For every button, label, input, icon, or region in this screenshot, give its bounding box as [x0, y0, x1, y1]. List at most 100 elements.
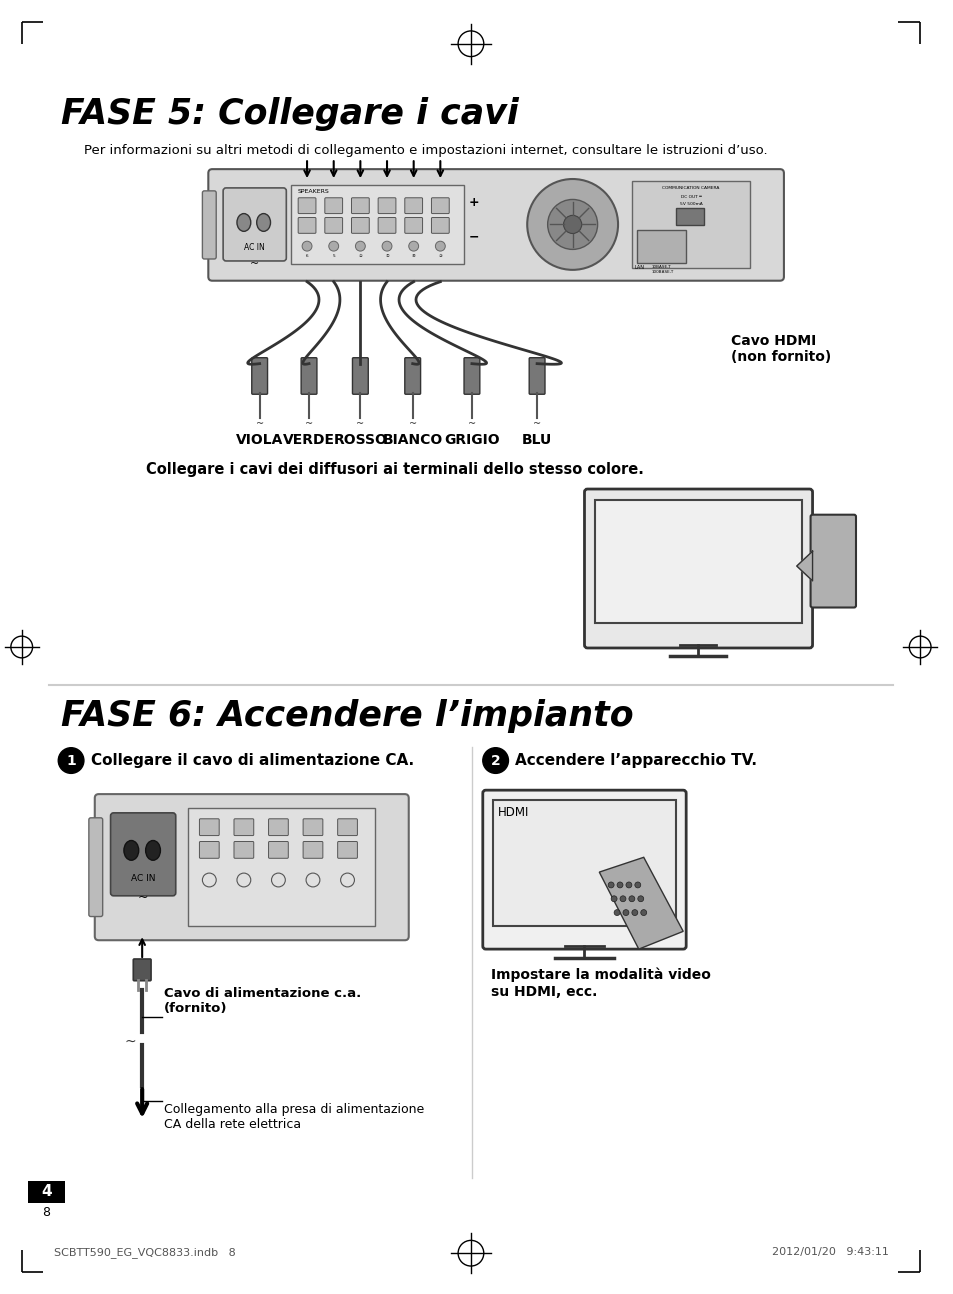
Text: −: −	[469, 230, 479, 243]
Text: SPEAKERS: SPEAKERS	[297, 189, 329, 194]
FancyBboxPatch shape	[268, 819, 288, 836]
Text: 2: 2	[490, 753, 500, 767]
Text: DC OUT ═: DC OUT ═	[680, 195, 700, 199]
FancyBboxPatch shape	[584, 489, 812, 648]
Text: FASE 5: Collegare i cavi: FASE 5: Collegare i cavi	[61, 97, 518, 131]
Text: ~: ~	[467, 419, 476, 428]
FancyBboxPatch shape	[199, 841, 219, 858]
Circle shape	[58, 748, 84, 774]
FancyBboxPatch shape	[303, 841, 322, 858]
Text: COMMUNICATION CAMERA: COMMUNICATION CAMERA	[661, 186, 720, 190]
Text: ~: ~	[125, 1035, 136, 1049]
Circle shape	[614, 910, 619, 916]
Text: 5V 500mA: 5V 500mA	[679, 202, 701, 206]
FancyBboxPatch shape	[377, 198, 395, 214]
Text: Collegamento alla presa di alimentazione
CA della rete elettrica: Collegamento alla presa di alimentazione…	[164, 1104, 424, 1131]
FancyBboxPatch shape	[252, 357, 267, 395]
FancyBboxPatch shape	[202, 190, 216, 259]
Text: ~: ~	[255, 419, 263, 428]
Text: Collegare i cavi dei diffusori ai terminali dello stesso colore.: Collegare i cavi dei diffusori ai termin…	[146, 462, 643, 477]
Circle shape	[547, 199, 597, 250]
FancyBboxPatch shape	[482, 791, 685, 949]
FancyBboxPatch shape	[337, 819, 357, 836]
FancyBboxPatch shape	[233, 819, 253, 836]
FancyBboxPatch shape	[377, 217, 395, 233]
Ellipse shape	[124, 841, 138, 861]
Polygon shape	[796, 551, 812, 581]
FancyBboxPatch shape	[111, 813, 175, 895]
Text: Impostare la modalità video
su HDMI, ecc.: Impostare la modalità video su HDMI, ecc…	[490, 968, 710, 999]
FancyBboxPatch shape	[351, 217, 369, 233]
Circle shape	[563, 215, 581, 233]
Text: 10BASE-T
100BASE-T: 10BASE-T 100BASE-T	[651, 265, 673, 273]
Text: 8: 8	[42, 1206, 51, 1219]
Circle shape	[302, 241, 312, 251]
FancyBboxPatch shape	[352, 357, 368, 395]
FancyBboxPatch shape	[404, 217, 422, 233]
FancyBboxPatch shape	[301, 357, 316, 395]
Bar	[595, 499, 801, 624]
Circle shape	[611, 895, 617, 902]
FancyBboxPatch shape	[404, 357, 420, 395]
FancyBboxPatch shape	[89, 818, 103, 916]
Circle shape	[382, 241, 392, 251]
Circle shape	[619, 895, 625, 902]
Text: Cavo HDMI
(non fornito): Cavo HDMI (non fornito)	[730, 334, 830, 364]
FancyBboxPatch shape	[268, 841, 288, 858]
Circle shape	[617, 883, 622, 888]
FancyBboxPatch shape	[810, 515, 855, 607]
Text: ~: ~	[138, 890, 149, 905]
FancyBboxPatch shape	[133, 959, 151, 981]
Text: Collegare il cavo di alimentazione CA.: Collegare il cavo di alimentazione CA.	[91, 753, 414, 769]
Text: VERDE: VERDE	[283, 432, 335, 446]
Text: ④: ④	[412, 254, 416, 258]
Text: +: +	[469, 197, 479, 210]
Text: ~: ~	[533, 419, 540, 428]
FancyBboxPatch shape	[529, 357, 544, 395]
Text: ~: ~	[408, 419, 416, 428]
FancyBboxPatch shape	[431, 198, 449, 214]
Text: AC IN: AC IN	[244, 243, 265, 252]
Text: Cavo di alimentazione c.a.
(fornito): Cavo di alimentazione c.a. (fornito)	[164, 987, 361, 1016]
Text: ①: ①	[385, 254, 389, 258]
Text: SCBTT590_EG_VQC8833.indb   8: SCBTT590_EG_VQC8833.indb 8	[54, 1247, 235, 1258]
Circle shape	[631, 910, 638, 916]
Circle shape	[625, 883, 631, 888]
Text: BIANCO: BIANCO	[382, 432, 442, 446]
Text: 5: 5	[332, 254, 335, 258]
Text: 4: 4	[41, 1184, 51, 1200]
Text: GRIGIO: GRIGIO	[444, 432, 499, 446]
FancyBboxPatch shape	[324, 217, 342, 233]
Text: 1: 1	[66, 753, 76, 767]
Circle shape	[355, 241, 365, 251]
Text: ③: ③	[438, 254, 442, 258]
FancyBboxPatch shape	[298, 217, 315, 233]
Bar	[188, 807, 375, 927]
Text: 6: 6	[305, 254, 308, 258]
Circle shape	[634, 883, 640, 888]
Ellipse shape	[256, 214, 271, 232]
Circle shape	[482, 748, 508, 774]
Text: ~: ~	[305, 419, 313, 428]
Circle shape	[628, 895, 634, 902]
Bar	[28, 1181, 65, 1203]
FancyBboxPatch shape	[324, 198, 342, 214]
Ellipse shape	[236, 214, 251, 232]
Circle shape	[408, 241, 418, 251]
FancyBboxPatch shape	[351, 198, 369, 214]
Text: ~: ~	[355, 419, 364, 428]
FancyBboxPatch shape	[303, 819, 322, 836]
FancyBboxPatch shape	[337, 841, 357, 858]
Text: ②: ②	[358, 254, 362, 258]
FancyBboxPatch shape	[233, 841, 253, 858]
Text: BLU: BLU	[521, 432, 552, 446]
Polygon shape	[598, 858, 682, 949]
Circle shape	[329, 241, 338, 251]
Text: LAN: LAN	[634, 265, 644, 270]
Text: ROSSO: ROSSO	[334, 432, 387, 446]
Bar	[637, 230, 685, 263]
Text: ~: ~	[250, 259, 259, 269]
Text: Per informazioni su altri metodi di collegamento e impostazioni internet, consul: Per informazioni su altri metodi di coll…	[84, 145, 767, 158]
FancyBboxPatch shape	[404, 198, 422, 214]
Circle shape	[638, 895, 643, 902]
